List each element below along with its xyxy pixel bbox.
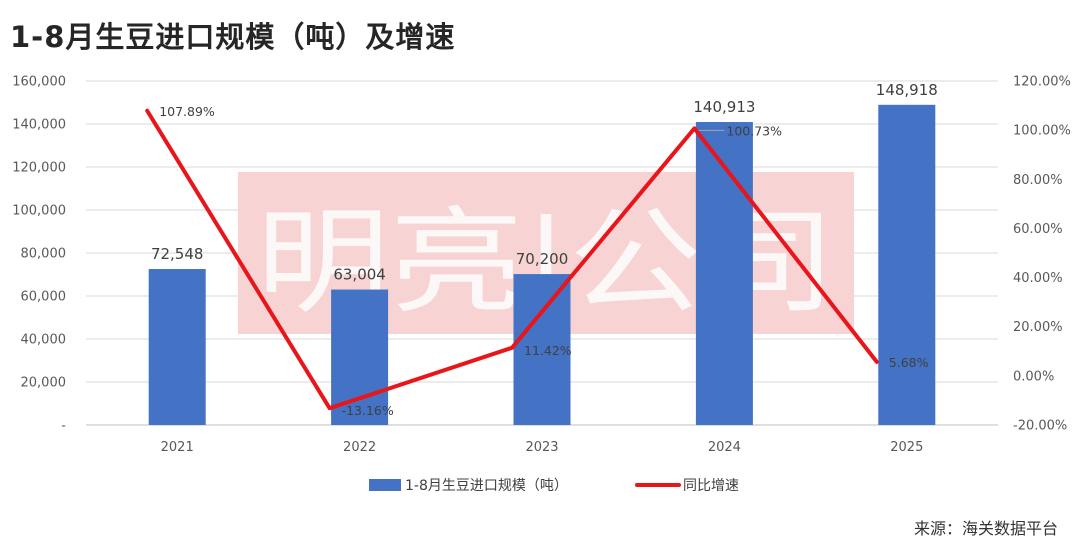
right-tick-label: -20.00% (1013, 419, 1067, 434)
bar-value-label: 72,548 (151, 245, 204, 263)
source-note: 来源：海关数据平台 (913, 519, 1058, 538)
bar (331, 289, 389, 425)
bar-series (148, 104, 936, 426)
growth-value-label: -13.16% (342, 403, 394, 418)
growth-value-label: 5.68% (889, 355, 929, 370)
x-tick-label: 2022 (343, 440, 376, 455)
left-tick-label: 120,000 (12, 161, 66, 176)
right-tick-label: 120.00% (1013, 75, 1071, 90)
chart-title: 1-8月生豆进口规模（吨）及增速 (10, 20, 456, 54)
right-tick-label: 0.00% (1013, 369, 1054, 384)
x-tick-label: 2023 (525, 440, 558, 455)
left-axis: - 20,000 40,000 60,000 80,000 100,000 120,000 1… (12, 75, 66, 434)
right-axis: -20.00% 0.00% 20.00% 40.00% 60.00% 80.00% 100.… (1013, 75, 1071, 434)
left-tick-label: 140,000 (12, 118, 66, 133)
x-tick-label: 2021 (161, 440, 194, 455)
bar (695, 122, 753, 425)
bar-value-label: 63,004 (333, 266, 386, 284)
bar-value-label: 148,918 (876, 81, 938, 99)
legend-swatch-bar (369, 479, 401, 491)
bar (878, 104, 936, 426)
x-axis: 2021 2022 2023 2024 2025 (161, 440, 924, 455)
left-tick-label: 20,000 (21, 376, 67, 391)
bar (513, 274, 571, 425)
right-tick-label: 40.00% (1013, 271, 1063, 286)
left-tick-label: - (61, 419, 66, 434)
bar-value-label: 140,913 (693, 98, 755, 116)
left-tick-label: 160,000 (12, 75, 66, 90)
left-tick-label: 80,000 (21, 247, 67, 262)
x-tick-label: 2025 (890, 440, 923, 455)
left-tick-label: 40,000 (21, 333, 67, 348)
x-tick-label: 2024 (708, 440, 741, 455)
data-labels: 72,548 63,004 70,200 140,913 148,918 107.89% -… (151, 81, 938, 418)
right-tick-label: 20.00% (1013, 320, 1063, 335)
right-tick-label: 100.00% (1013, 124, 1071, 139)
legend: 1-8月生豆进口规模（吨） 同比增速 (369, 478, 739, 494)
growth-value-label: 11.42% (524, 343, 572, 358)
right-tick-label: 60.00% (1013, 222, 1063, 237)
left-tick-label: 100,000 (12, 204, 66, 219)
legend-label-line: 同比增速 (683, 478, 739, 494)
growth-line (145, 108, 879, 411)
growth-value-label: 100.73% (726, 123, 782, 138)
growth-value-label: 107.89% (159, 104, 215, 119)
legend-label-bar: 1-8月生豆进口规模（吨） (405, 478, 568, 494)
bar (148, 269, 206, 425)
right-tick-label: 80.00% (1013, 173, 1063, 188)
left-tick-label: 60,000 (21, 290, 67, 305)
bar-value-label: 70,200 (516, 250, 569, 268)
line-series (145, 108, 879, 411)
